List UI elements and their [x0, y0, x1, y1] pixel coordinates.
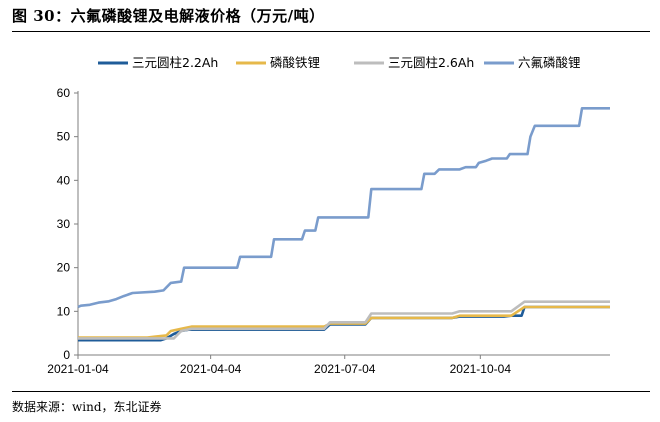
x-tick-label: 2021-01-04: [47, 362, 109, 376]
legend-item-3: 六氟磷酸锂: [484, 55, 581, 70]
legend-item-2: 三元圆柱2.6Ah: [354, 55, 474, 70]
y-tick-label: 50: [57, 130, 71, 144]
chart-axes: 0 10 20 30 40 50 60 2021-01-04 2021-04-04 2021-07…: [47, 86, 610, 376]
legend-label: 磷酸铁锂: [270, 55, 320, 70]
chart-series: [77, 107, 610, 342]
x-tick-label: 2021-10-04: [450, 362, 512, 376]
x-tick-label: 2021-04-04: [180, 362, 242, 376]
y-tick-label: 20: [57, 261, 71, 275]
y-tick-label: 30: [57, 217, 71, 231]
y-tick-label: 0: [63, 348, 70, 362]
chart-legend: 三元圆柱2.2Ah 磷酸铁锂 三元圆柱2.6Ah 六氟磷酸锂: [98, 55, 581, 70]
legend-label: 三元圆柱2.6Ah: [388, 55, 474, 70]
series-line-2: [78, 300, 610, 340]
legend-label: 六氟磷酸锂: [518, 55, 581, 70]
line-chart: 三元圆柱2.2Ah 磷酸铁锂 三元圆柱2.6Ah 六氟磷酸锂 0 10 20 30 40 50 6…: [47, 55, 610, 376]
y-tick-label: 10: [57, 304, 71, 318]
legend-item-1: 磷酸铁锂: [236, 55, 320, 70]
figure-title: 图 30：六氟磷酸锂及电解液价格（万元/吨）: [12, 7, 325, 25]
source-rule: [12, 391, 650, 392]
series-line-3: [77, 107, 610, 309]
title-rule: [12, 31, 650, 32]
legend-label: 三元圆柱2.2Ah: [132, 55, 218, 70]
y-tick-label: 40: [57, 173, 71, 187]
legend-item-0: 三元圆柱2.2Ah: [98, 55, 218, 70]
x-tick-label: 2021-07-04: [314, 362, 376, 376]
y-tick-label: 60: [57, 86, 71, 100]
data-source-note: 数据来源：wind，东北证券: [12, 400, 162, 414]
